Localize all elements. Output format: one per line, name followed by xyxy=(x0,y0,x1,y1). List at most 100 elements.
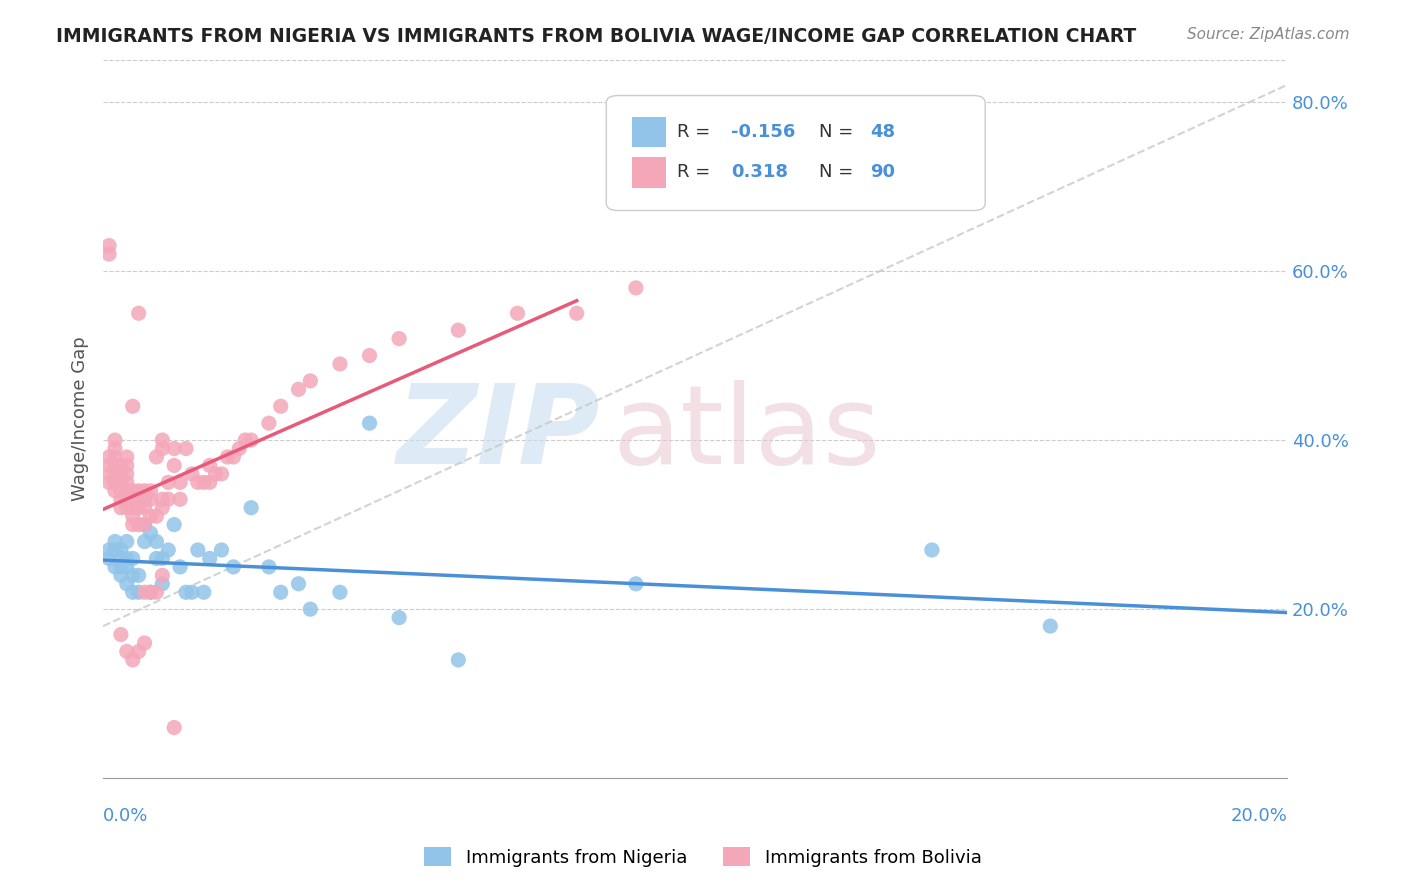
Point xyxy=(240,433,263,447)
Point xyxy=(157,543,180,558)
Point xyxy=(115,500,138,515)
Point xyxy=(217,450,239,464)
Y-axis label: Wage/Income Gap: Wage/Income Gap xyxy=(72,336,89,501)
Point xyxy=(1039,619,1062,633)
Legend: Immigrants from Nigeria, Immigrants from Bolivia: Immigrants from Nigeria, Immigrants from… xyxy=(418,840,988,874)
Point xyxy=(198,551,221,566)
Point xyxy=(104,450,127,464)
Point xyxy=(110,483,132,498)
Point xyxy=(115,534,138,549)
Point xyxy=(110,475,132,490)
Point xyxy=(128,500,150,515)
Point xyxy=(228,442,250,456)
Point xyxy=(145,585,167,599)
Text: R =: R = xyxy=(678,123,716,141)
Point xyxy=(134,500,156,515)
Point xyxy=(115,492,138,507)
Point xyxy=(624,281,647,295)
Point xyxy=(121,568,143,582)
Point xyxy=(169,560,191,574)
Point xyxy=(193,475,215,490)
Point xyxy=(121,483,143,498)
Point xyxy=(257,416,280,430)
Point xyxy=(174,585,197,599)
Point xyxy=(139,492,162,507)
Point xyxy=(104,543,127,558)
Point xyxy=(150,433,173,447)
Point xyxy=(128,568,150,582)
Point xyxy=(150,568,173,582)
Point xyxy=(110,458,132,473)
Point xyxy=(104,534,127,549)
Point xyxy=(329,585,352,599)
Point xyxy=(150,492,173,507)
Point xyxy=(104,458,127,473)
Point xyxy=(98,475,121,490)
Point xyxy=(134,492,156,507)
Point xyxy=(115,467,138,481)
Point xyxy=(169,492,191,507)
Text: 48: 48 xyxy=(870,123,896,141)
Bar xyxy=(633,117,665,147)
Point xyxy=(233,433,256,447)
Point xyxy=(110,467,132,481)
Point xyxy=(134,534,156,549)
Point xyxy=(329,357,352,371)
Point xyxy=(359,349,381,363)
Point xyxy=(198,475,221,490)
Text: -0.156: -0.156 xyxy=(731,123,794,141)
Point xyxy=(139,509,162,524)
Point xyxy=(163,721,186,735)
Point xyxy=(121,399,143,413)
Point xyxy=(104,483,127,498)
Point xyxy=(98,467,121,481)
Point xyxy=(115,475,138,490)
Point xyxy=(121,509,143,524)
Point xyxy=(187,475,209,490)
Point xyxy=(150,500,173,515)
Text: atlas: atlas xyxy=(612,380,880,487)
Point xyxy=(139,483,162,498)
Point xyxy=(157,475,180,490)
Text: R =: R = xyxy=(678,163,716,181)
Point xyxy=(270,399,292,413)
Point xyxy=(169,475,191,490)
Point xyxy=(388,610,411,624)
Point xyxy=(115,576,138,591)
Point xyxy=(115,483,138,498)
Point xyxy=(134,517,156,532)
Point xyxy=(139,585,162,599)
Point xyxy=(98,238,121,252)
Text: 20.0%: 20.0% xyxy=(1230,807,1286,825)
Point xyxy=(447,323,470,337)
Point xyxy=(110,551,132,566)
Point xyxy=(110,560,132,574)
Point xyxy=(115,450,138,464)
Point xyxy=(139,526,162,541)
Text: N =: N = xyxy=(820,123,859,141)
Point xyxy=(204,467,226,481)
Text: ZIP: ZIP xyxy=(396,380,600,487)
Point xyxy=(359,416,381,430)
Point xyxy=(181,467,204,481)
Point xyxy=(150,551,173,566)
Point xyxy=(222,560,245,574)
Point xyxy=(104,442,127,456)
Point xyxy=(115,560,138,574)
Point xyxy=(134,517,156,532)
Text: 0.0%: 0.0% xyxy=(103,807,149,825)
Point xyxy=(134,483,156,498)
Point xyxy=(506,306,529,320)
Point xyxy=(98,551,121,566)
Text: N =: N = xyxy=(820,163,859,181)
Point xyxy=(128,585,150,599)
Point xyxy=(257,560,280,574)
Point xyxy=(565,306,588,320)
Point xyxy=(110,568,132,582)
Point xyxy=(145,450,167,464)
Point xyxy=(110,543,132,558)
Point xyxy=(104,467,127,481)
Text: 90: 90 xyxy=(870,163,896,181)
Point xyxy=(121,653,143,667)
Bar xyxy=(633,157,665,187)
